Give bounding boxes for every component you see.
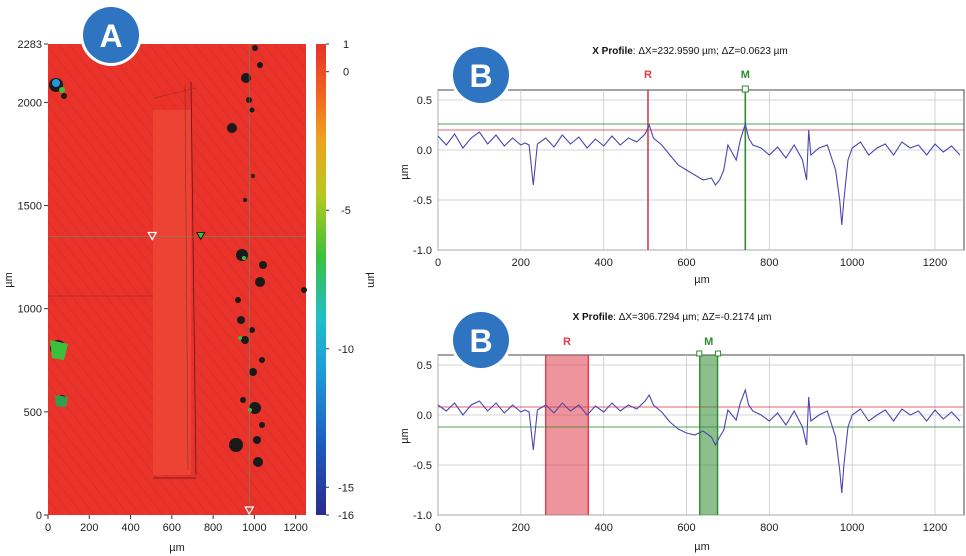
xtick-label: 200 xyxy=(512,257,530,269)
trench-edge xyxy=(184,84,189,471)
profile-plot-bottom: 0 200 400 600 800 1000 1200 0.5 0.0 -0.5 -1.0 R M xyxy=(413,336,964,534)
ytick-label: 0.0 xyxy=(417,410,432,422)
svg-text:B: B xyxy=(469,58,492,94)
map-ytick-label: 0 xyxy=(36,510,42,522)
colorbar-label: µm xyxy=(365,272,377,288)
profile-title-bottom: X Profile: ΔX=306.7294 µm; ΔZ=-0.2174 µm xyxy=(573,312,772,323)
height-map-panel: 0 200 400 600 800 1000 1200 0 500 1000 1500 2000 228… xyxy=(3,39,377,554)
profile-plot-top: 0 200 400 600 800 1000 1200 0.5 0.0 -0.5 -1.0 R M xyxy=(413,69,964,269)
colorbar-tick-label: -5 xyxy=(341,205,351,217)
xtick-label: 1200 xyxy=(923,257,947,269)
xtick-label: 1000 xyxy=(840,257,864,269)
colorbar-tick-label: -15 xyxy=(338,482,354,494)
profile-chart-bottom: X Profile: ΔX=306.7294 µm; ΔZ=-0.2174 µm… xyxy=(399,312,965,553)
ytick-label: 0.5 xyxy=(417,360,432,372)
xtick-label: 0 xyxy=(435,257,441,269)
ytick-label: -0.5 xyxy=(413,195,432,207)
surface-pits xyxy=(49,45,307,467)
map-ytick-label: 2000 xyxy=(18,97,42,109)
crosshair xyxy=(48,44,306,515)
xtick-label: 1200 xyxy=(923,522,947,534)
reference-marker-label: R xyxy=(563,336,571,348)
trench-region xyxy=(153,110,191,475)
reference-band xyxy=(545,355,589,515)
map-xtick-label: 800 xyxy=(204,522,222,534)
xtick-label: 400 xyxy=(594,522,612,534)
marker-handle xyxy=(741,85,749,93)
xtick-label: 200 xyxy=(512,522,530,534)
profile-ylabel-top: µm xyxy=(399,164,411,180)
measure-marker-label: M xyxy=(704,336,713,348)
marker-handle xyxy=(715,350,722,357)
panel-badge-b-bottom: B xyxy=(450,309,512,371)
xtick-label: 800 xyxy=(760,522,778,534)
height-map-xlabel: µm xyxy=(169,542,185,554)
map-xtick-label: 400 xyxy=(121,522,139,534)
map-xtick-label: 600 xyxy=(163,522,181,534)
svg-text:A: A xyxy=(99,18,122,54)
xtick-label: 1000 xyxy=(840,522,864,534)
profile-xlabel-bottom: µm xyxy=(694,541,710,553)
reference-marker-label: R xyxy=(644,69,652,81)
colorbar-tick-label: 0 xyxy=(343,67,349,79)
height-map-axes: 0 200 400 600 800 1000 1200 0 500 1000 1500 2000 228… xyxy=(18,39,308,534)
colorbar-tick-label: -10 xyxy=(338,344,354,356)
map-ytick-label: 2283 xyxy=(18,39,42,51)
profile-start-marker xyxy=(147,231,158,241)
map-xtick-label: 0 xyxy=(45,522,51,534)
profile-bottom-marker xyxy=(244,506,255,516)
panel-badge-b-top: B xyxy=(450,44,512,106)
profile-title-top: X Profile: ΔX=232.9590 µm; ΔZ=0.0623 µm xyxy=(592,46,788,57)
svg-text:B: B xyxy=(469,323,492,359)
xtick-label: 600 xyxy=(677,257,695,269)
colorbar-tick-label: 1 xyxy=(343,39,349,51)
ytick-label: 0.0 xyxy=(417,145,432,157)
xtick-label: 0 xyxy=(435,522,441,534)
trench-edge xyxy=(190,81,197,476)
colorbar xyxy=(316,44,326,515)
map-xtick-label: 1000 xyxy=(242,522,266,534)
ytick-label: 0.5 xyxy=(417,95,432,107)
colorbar-tick-label: -16 xyxy=(338,510,354,522)
ytick-label: -1.0 xyxy=(413,245,432,257)
profile-ylabel-bottom: µm xyxy=(399,428,411,444)
colorbar-axis: 1 0 -5 -10 -15 -16 xyxy=(326,39,354,522)
marker-handle xyxy=(696,350,703,357)
profile-chart-top: X Profile: ΔX=232.9590 µm; ΔZ=0.0623 µm … xyxy=(399,46,965,286)
map-xtick-label: 1200 xyxy=(283,522,307,534)
xtick-label: 400 xyxy=(594,257,612,269)
scratch-line xyxy=(153,87,197,99)
profile-xlabel-top: µm xyxy=(694,274,710,286)
profile-cursor-marker xyxy=(196,232,206,241)
measure-marker-label: M xyxy=(741,69,750,81)
map-ytick-label: 1500 xyxy=(18,201,42,213)
map-xtick-label: 200 xyxy=(80,522,98,534)
xtick-label: 600 xyxy=(677,522,695,534)
ytick-label: -0.5 xyxy=(413,460,432,472)
panel-badge-a: A xyxy=(80,4,142,66)
map-ytick-label: 1000 xyxy=(18,304,42,316)
ytick-label: -1.0 xyxy=(413,510,432,522)
profile-series-line xyxy=(437,121,961,226)
height-map-ylabel: µm xyxy=(3,272,15,288)
profile-series-line xyxy=(437,388,961,494)
xtick-label: 800 xyxy=(760,257,778,269)
map-ytick-label: 500 xyxy=(24,407,42,419)
